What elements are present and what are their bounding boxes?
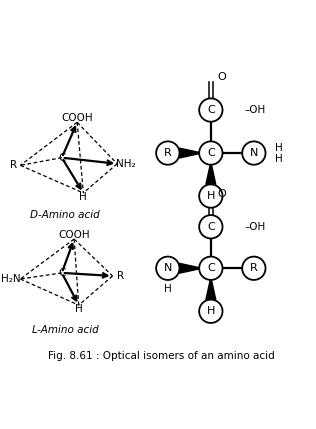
Text: R: R — [10, 160, 17, 170]
Circle shape — [242, 257, 265, 280]
Circle shape — [199, 257, 222, 280]
Text: C: C — [58, 153, 65, 163]
Polygon shape — [179, 148, 199, 158]
Text: C: C — [58, 268, 65, 278]
Circle shape — [199, 299, 222, 323]
Text: C: C — [207, 263, 215, 273]
Text: H: H — [164, 284, 172, 294]
Text: L-Amino acid: L-Amino acid — [32, 325, 98, 335]
Text: H: H — [75, 304, 82, 314]
Text: COOH: COOH — [61, 113, 93, 123]
Polygon shape — [179, 263, 199, 273]
Polygon shape — [206, 280, 216, 299]
Text: H₂N: H₂N — [1, 274, 21, 284]
Text: N: N — [250, 148, 258, 158]
Circle shape — [199, 98, 222, 122]
Circle shape — [156, 142, 179, 165]
Text: O: O — [217, 72, 226, 82]
Text: C: C — [207, 222, 215, 232]
Text: R: R — [117, 271, 124, 281]
Text: N: N — [164, 263, 172, 273]
Circle shape — [199, 215, 222, 239]
Text: H: H — [207, 306, 215, 316]
Text: C: C — [207, 148, 215, 158]
Text: NH₂: NH₂ — [116, 159, 136, 169]
Text: Fig. 8.61 : Optical isomers of an amino acid: Fig. 8.61 : Optical isomers of an amino … — [48, 351, 275, 362]
Text: R: R — [164, 148, 172, 158]
Text: –OH: –OH — [245, 105, 266, 115]
Text: C: C — [207, 105, 215, 115]
Circle shape — [156, 257, 179, 280]
Text: D-Amino acid: D-Amino acid — [30, 209, 100, 220]
Circle shape — [199, 184, 222, 208]
Text: COOH: COOH — [58, 230, 90, 240]
Polygon shape — [206, 165, 216, 184]
Text: H: H — [79, 192, 87, 202]
Text: H: H — [275, 143, 282, 154]
Text: H: H — [275, 154, 282, 164]
Text: O: O — [217, 189, 226, 199]
Circle shape — [242, 142, 265, 165]
Text: H: H — [207, 191, 215, 201]
Circle shape — [199, 142, 222, 165]
Text: R: R — [250, 263, 258, 273]
Text: –OH: –OH — [245, 222, 266, 232]
